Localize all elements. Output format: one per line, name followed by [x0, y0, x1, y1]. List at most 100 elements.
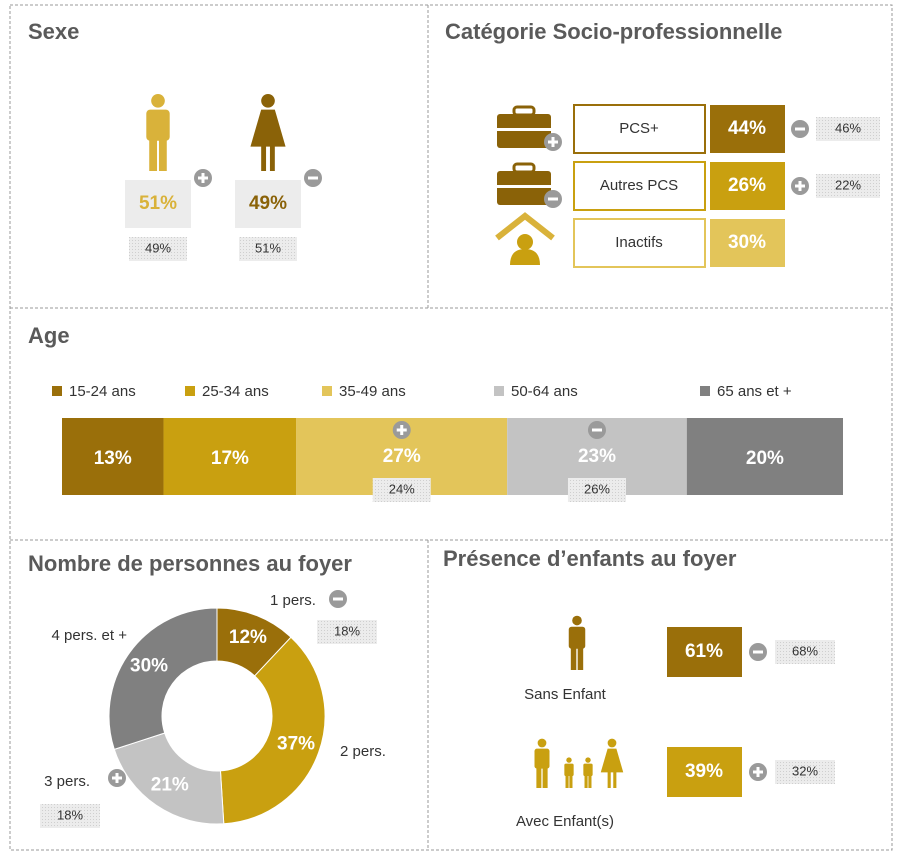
trend-icon [201, 173, 205, 183]
reference-value: 18% [334, 623, 360, 638]
value-box [710, 162, 785, 210]
legend-swatch [700, 386, 710, 396]
trend-icon [551, 137, 555, 147]
man-icon [564, 763, 574, 776]
panel-borders [9, 4, 893, 851]
trend-icon [548, 197, 558, 201]
man-icon [583, 763, 593, 776]
man-icon [149, 136, 158, 171]
legend-swatch [52, 386, 62, 396]
woman-icon [261, 93, 275, 108]
woman-icon [261, 145, 267, 171]
value-box [125, 180, 191, 228]
man-icon [572, 615, 582, 626]
donut-value: 37% [277, 733, 315, 754]
enfants-label: Sans Enfant [524, 686, 607, 703]
reference-box [40, 804, 100, 828]
briefcase-icon [512, 162, 536, 174]
reference-box [816, 174, 880, 198]
reference-value: 24% [389, 481, 415, 496]
man-icon [151, 93, 165, 108]
reference-value: 51% [255, 240, 281, 255]
trend-icon [308, 176, 318, 180]
reference-box [775, 640, 835, 664]
value-box [710, 105, 785, 153]
man-icon [584, 774, 588, 788]
csp-label: Inactifs [615, 234, 663, 251]
man-icon [565, 774, 569, 788]
man-icon [542, 766, 548, 788]
csp-title: Catégorie Socio-professionnelle [445, 19, 782, 44]
reference-box [816, 117, 880, 141]
woman-icon [600, 748, 624, 773]
donut-category: 3 pers. [44, 773, 90, 790]
csp-value: 44% [728, 118, 766, 139]
reference-value: 68% [792, 643, 818, 658]
legend-label: 65 ans et + [717, 383, 792, 400]
reference-value: 22% [835, 177, 861, 192]
sexe-title: Sexe [28, 19, 79, 44]
enfants-label: Avec Enfant(s) [516, 813, 614, 830]
age-value: 23% [578, 446, 616, 467]
donut-value: 30% [130, 656, 168, 677]
reference-box [372, 478, 431, 502]
donut-value: 21% [151, 774, 189, 795]
age-segment [686, 418, 843, 495]
csp-value: 26% [728, 175, 766, 196]
label-box [573, 104, 706, 154]
man-icon [585, 757, 591, 763]
age-value: 17% [211, 448, 249, 469]
man-icon [536, 766, 542, 788]
man-icon [588, 774, 592, 788]
man-icon [577, 645, 584, 670]
donut-slice [113, 732, 225, 825]
value-box [667, 747, 742, 797]
man-icon [537, 738, 547, 748]
reference-value: 46% [835, 120, 861, 135]
legend-label: 35-49 ans [339, 383, 406, 400]
legend-swatch [185, 386, 195, 396]
enfants-value: 61% [685, 641, 723, 662]
trend-icon [333, 597, 343, 601]
reference-value: 49% [145, 240, 171, 255]
label-box [573, 218, 706, 268]
reference-box [775, 760, 835, 784]
legend-swatch [494, 386, 504, 396]
value-box [710, 219, 785, 267]
woman-icon [250, 109, 286, 147]
trend-icon [753, 650, 763, 654]
donut-value: 12% [229, 627, 267, 648]
donut-slice [219, 636, 326, 825]
briefcase-icon [497, 128, 551, 131]
woman-icon [607, 738, 617, 748]
trend-icon [756, 767, 760, 777]
donut-category: 2 pers. [340, 743, 386, 760]
reference-value: 32% [792, 763, 818, 778]
label-box [573, 161, 706, 211]
woman-icon [607, 771, 611, 788]
woman-icon [269, 145, 275, 171]
house-icon [510, 249, 540, 265]
woman-icon [613, 771, 617, 788]
reference-box [239, 237, 297, 261]
age-value: 27% [383, 446, 421, 467]
trend-icon [795, 127, 805, 131]
trend-icon [591, 428, 602, 432]
age-title: Age [28, 323, 70, 348]
reference-box [129, 237, 187, 261]
trend-icon [798, 181, 802, 191]
value-box [235, 180, 301, 228]
man-icon [566, 757, 572, 763]
man-icon [534, 748, 550, 769]
enfants-title: Présence d’enfants au foyer [443, 546, 737, 571]
enfants-value: 39% [685, 761, 723, 782]
csp-label: Autres PCS [600, 177, 678, 194]
donut-slice [108, 607, 218, 751]
man-icon [568, 626, 586, 649]
man-icon [158, 136, 167, 171]
house-icon [517, 234, 533, 250]
briefcase-icon [512, 105, 536, 117]
briefcase-icon [497, 185, 551, 188]
age-segment [62, 418, 164, 495]
